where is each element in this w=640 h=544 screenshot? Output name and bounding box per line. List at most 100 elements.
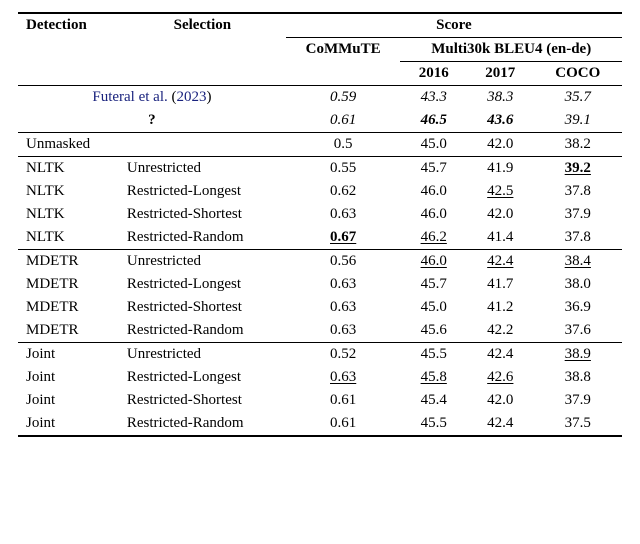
commute-value: 0.63 xyxy=(286,319,401,343)
col-detection: Detection xyxy=(18,13,119,38)
detection-value: Joint xyxy=(18,366,119,389)
y2016-value: 45.7 xyxy=(400,273,467,296)
y2017-value: 42.4 xyxy=(467,250,534,274)
y2016-value: 46.2 xyxy=(400,226,467,250)
y2016-value: 46.0 xyxy=(400,203,467,226)
y2017-value: 41.2 xyxy=(467,296,534,319)
table-row: NLTKRestricted-Shortest0.6346.042.037.9 xyxy=(18,203,622,226)
y2017-value: 42.0 xyxy=(467,133,534,157)
y2016-value: 43.3 xyxy=(400,86,467,110)
table-row: JointRestricted-Shortest0.6145.442.037.9 xyxy=(18,389,622,412)
col-coco: COCO xyxy=(534,62,622,86)
y2016-value: 46.0 xyxy=(400,180,467,203)
baseline-label: Futeral et al. (2023) xyxy=(18,86,286,110)
detection-value: NLTK xyxy=(18,203,119,226)
selection-value: Unrestricted xyxy=(119,157,286,181)
coco-value: 37.8 xyxy=(534,226,622,250)
detection-value: Joint xyxy=(18,412,119,436)
commute-value: 0.61 xyxy=(286,412,401,436)
commute-value: 0.63 xyxy=(286,366,401,389)
table-row: NLTKRestricted-Random0.6746.241.437.8 xyxy=(18,226,622,250)
y2017-value: 41.4 xyxy=(467,226,534,250)
commute-value: 0.67 xyxy=(286,226,401,250)
detection-value: Joint xyxy=(18,389,119,412)
commute-value: 0.59 xyxy=(286,86,401,110)
detection-value: NLTK xyxy=(18,157,119,181)
commute-value: 0.56 xyxy=(286,250,401,274)
table-row: JointRestricted-Longest0.6345.842.638.8 xyxy=(18,366,622,389)
y2016-value: 46.0 xyxy=(400,250,467,274)
y2017-value: 42.0 xyxy=(467,389,534,412)
y2017-value: 41.7 xyxy=(467,273,534,296)
y2017-value: 43.6 xyxy=(467,109,534,133)
coco-value: 37.9 xyxy=(534,389,622,412)
table-row: NLTKUnrestricted0.5545.741.939.2 xyxy=(18,157,622,181)
commute-value: 0.63 xyxy=(286,273,401,296)
coco-value: 35.7 xyxy=(534,86,622,110)
col-multi30k: Multi30k BLEU4 (en-de) xyxy=(400,38,622,62)
coco-value: 38.2 xyxy=(534,133,622,157)
col-selection: Selection xyxy=(119,13,286,38)
selection-value: Restricted-Shortest xyxy=(119,296,286,319)
y2017-value: 42.0 xyxy=(467,203,534,226)
y2017-value: 42.6 xyxy=(467,366,534,389)
commute-value: 0.63 xyxy=(286,296,401,319)
selection-value: Unrestricted xyxy=(119,250,286,274)
col-2016: 2016 xyxy=(400,62,467,86)
selection-value: Unrestricted xyxy=(119,343,286,367)
detection-value: Joint xyxy=(18,343,119,367)
detection-value: MDETR xyxy=(18,273,119,296)
detection-value: MDETR xyxy=(18,319,119,343)
detection-value: NLTK xyxy=(18,180,119,203)
coco-value: 38.9 xyxy=(534,343,622,367)
y2017-value: 41.9 xyxy=(467,157,534,181)
selection-value: Restricted-Shortest xyxy=(119,203,286,226)
detection-value: MDETR xyxy=(18,250,119,274)
y2017-value: 42.2 xyxy=(467,319,534,343)
y2016-value: 45.0 xyxy=(400,133,467,157)
table-row: MDETRRestricted-Random0.6345.642.237.6 xyxy=(18,319,622,343)
y2016-value: 45.0 xyxy=(400,296,467,319)
selection-value: Restricted-Random xyxy=(119,319,286,343)
table-row: JointUnrestricted0.5245.542.438.9 xyxy=(18,343,622,367)
selection-value: Restricted-Shortest xyxy=(119,389,286,412)
table-row: MDETRRestricted-Longest0.6345.741.738.0 xyxy=(18,273,622,296)
y2017-value: 42.4 xyxy=(467,343,534,367)
y2016-value: 46.5 xyxy=(400,109,467,133)
detection-value: Unmasked xyxy=(18,133,119,157)
y2016-value: 45.8 xyxy=(400,366,467,389)
commute-value: 0.55 xyxy=(286,157,401,181)
table-row: MDETRUnrestricted0.5646.042.438.4 xyxy=(18,250,622,274)
selection-value xyxy=(119,133,286,157)
coco-value: 37.9 xyxy=(534,203,622,226)
commute-value: 0.63 xyxy=(286,203,401,226)
results-table: Detection Selection Score CoMMuTE Multi3… xyxy=(18,12,622,437)
y2016-value: 45.5 xyxy=(400,412,467,436)
y2016-value: 45.5 xyxy=(400,343,467,367)
baseline-label: ? xyxy=(18,109,286,133)
detection-value: MDETR xyxy=(18,296,119,319)
coco-value: 37.8 xyxy=(534,180,622,203)
commute-value: 0.61 xyxy=(286,109,401,133)
table-row: MDETRRestricted-Shortest0.6345.041.236.9 xyxy=(18,296,622,319)
coco-value: 37.6 xyxy=(534,319,622,343)
coco-value: 39.1 xyxy=(534,109,622,133)
selection-value: Restricted-Longest xyxy=(119,366,286,389)
selection-value: Restricted-Longest xyxy=(119,273,286,296)
commute-value: 0.61 xyxy=(286,389,401,412)
col-2017: 2017 xyxy=(467,62,534,86)
coco-value: 38.8 xyxy=(534,366,622,389)
col-score: Score xyxy=(286,13,622,38)
coco-value: 36.9 xyxy=(534,296,622,319)
y2017-value: 42.5 xyxy=(467,180,534,203)
coco-value: 38.4 xyxy=(534,250,622,274)
selection-value: Restricted-Random xyxy=(119,226,286,250)
coco-value: 37.5 xyxy=(534,412,622,436)
selection-value: Restricted-Longest xyxy=(119,180,286,203)
commute-value: 0.5 xyxy=(286,133,401,157)
table-row: NLTKRestricted-Longest0.6246.042.537.8 xyxy=(18,180,622,203)
col-commute: CoMMuTE xyxy=(286,38,401,62)
commute-value: 0.62 xyxy=(286,180,401,203)
selection-value: Restricted-Random xyxy=(119,412,286,436)
y2016-value: 45.7 xyxy=(400,157,467,181)
